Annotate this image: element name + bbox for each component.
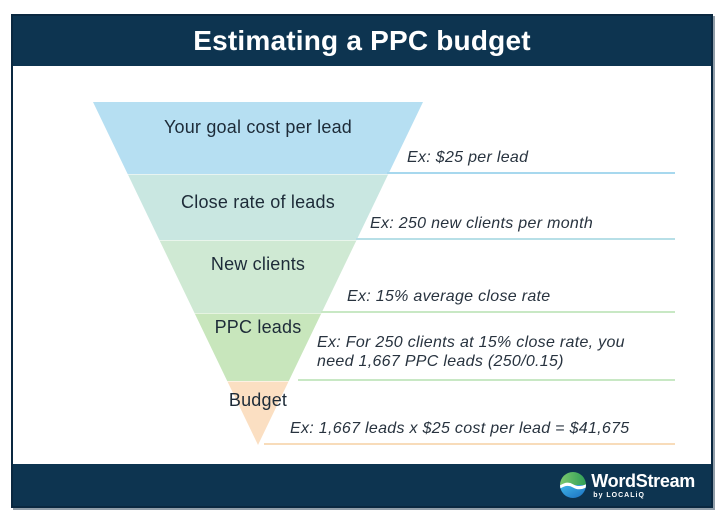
funnel-label-ppc-leads: PPC leads — [214, 317, 302, 337]
example-close-rate: Ex: 15% average close rate — [321, 285, 675, 313]
header-bar: Estimating a PPC budget — [13, 16, 711, 66]
example-new-clients: Ex: 250 new clients per month — [356, 212, 675, 240]
example-budget: Ex: 1,667 leads x $25 cost per lead = $4… — [264, 417, 675, 445]
example-text-line2: need 1,667 PPC leads (250/0.15) — [317, 353, 564, 370]
example-text: Ex: 1,667 leads x $25 cost per lead = $4… — [290, 420, 630, 437]
funnel-label-new-clients: New clients — [210, 254, 306, 274]
wordstream-globe-icon — [560, 472, 587, 498]
example-text: Ex: $25 per lead — [407, 149, 529, 166]
funnel-label-close-rate: Close rate of leads — [181, 192, 335, 212]
funnel-segment-goal-cost — [93, 102, 423, 174]
funnel-label-goal-cost: Your goal cost per lead — [163, 117, 353, 137]
example-text: Ex: 250 new clients per month — [370, 215, 594, 232]
infographic-card: Estimating a PPC budget Your goal cost p… — [11, 14, 713, 508]
footer-bar: WordStream by LOCALiQ — [13, 464, 711, 506]
funnel-label-budget: Budget — [228, 390, 288, 410]
page-title: Estimating a PPC budget — [193, 25, 531, 56]
example-text: Ex: For 250 clients at 15% close rate, y… — [298, 333, 675, 379]
sub-brand-name: by LOCALiQ — [593, 491, 645, 499]
example-text: Ex: 15% average close rate — [347, 288, 551, 305]
example-text-line1: Ex: For 250 clients at 15% close rate, y… — [317, 334, 625, 351]
wordstream-logo: WordStream by LOCALiQ — [560, 472, 695, 499]
example-ppc-leads: Ex: For 250 clients at 15% close rate, y… — [298, 331, 675, 381]
wordstream-logo-text: WordStream by LOCALiQ — [591, 472, 695, 499]
example-cost-per-lead: Ex: $25 per lead — [387, 146, 675, 174]
brand-name: WordStream — [591, 470, 695, 491]
